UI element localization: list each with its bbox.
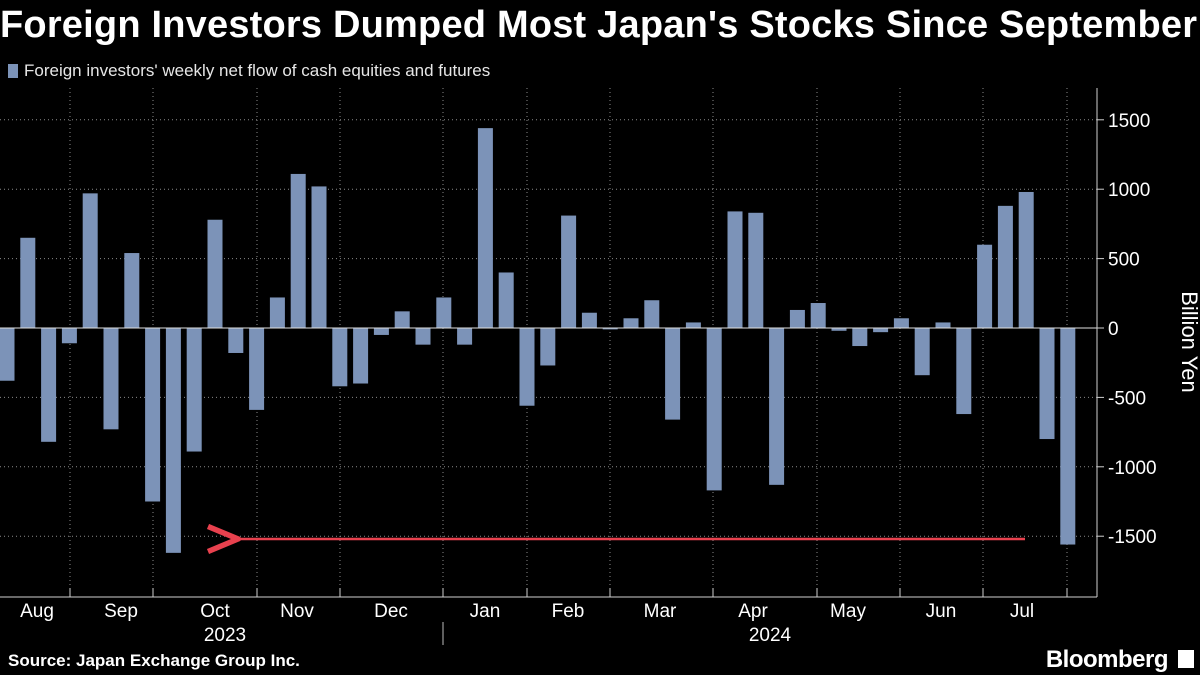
bar (831, 328, 847, 331)
bar (893, 318, 909, 328)
bar (290, 173, 306, 328)
bar (61, 328, 77, 344)
bloomberg-icon (1178, 650, 1194, 668)
bar (228, 328, 244, 353)
bar (977, 244, 993, 328)
bar (956, 328, 972, 415)
bar (82, 193, 98, 328)
source-note: Source: Japan Exchange Group Inc. (8, 651, 300, 670)
x-tick-label: Apr (738, 601, 768, 622)
bar (249, 328, 265, 410)
bar (124, 253, 140, 328)
legend-label: Foreign investors' weekly net flow of ca… (24, 61, 491, 80)
bar (1039, 328, 1055, 440)
bar (20, 237, 36, 328)
bar (165, 328, 181, 553)
bar (0, 328, 15, 381)
bar (581, 312, 597, 328)
bar (769, 328, 785, 485)
bar (332, 328, 348, 387)
bar (644, 300, 660, 328)
bar (436, 297, 452, 328)
x-tick-label: Jun (926, 601, 957, 622)
y-tick-label: 500 (1108, 250, 1140, 271)
bar (311, 186, 327, 328)
bar (145, 328, 161, 502)
x-tick-label: Aug (20, 601, 54, 622)
bar (415, 328, 431, 345)
year-label: 2023 (204, 625, 246, 646)
bar (519, 328, 535, 406)
bar (103, 328, 119, 430)
bar (685, 322, 701, 328)
legend: Foreign investors' weekly net flow of ca… (8, 61, 490, 81)
bar (873, 328, 889, 333)
brand-logo: Bloomberg (1045, 646, 1169, 673)
bar (1060, 328, 1076, 545)
x-tick-label: Jan (470, 601, 501, 622)
bar (789, 309, 805, 328)
x-tick-label: Mar (644, 601, 677, 622)
bar (997, 205, 1013, 328)
bar (665, 328, 681, 420)
bar (353, 328, 369, 384)
bar (914, 328, 930, 376)
bar (810, 303, 826, 328)
y-tick-label: -500 (1108, 388, 1146, 409)
x-tick-label: Oct (200, 601, 230, 622)
bar (602, 328, 618, 330)
y-axis-title: Billion Yen (1177, 291, 1200, 393)
bar (41, 328, 57, 442)
x-tick-label: Jul (1010, 601, 1034, 622)
bar (748, 212, 764, 328)
bar (1018, 191, 1034, 328)
bar (394, 311, 410, 328)
bar (727, 211, 743, 328)
year-label: 2024 (749, 625, 792, 646)
y-tick-label: 0 (1108, 319, 1119, 340)
bar (561, 215, 577, 328)
bar (269, 297, 285, 328)
x-tick-label: Dec (374, 601, 408, 622)
bar (852, 328, 868, 347)
bar (477, 128, 493, 328)
bar (540, 328, 556, 366)
x-tick-label: Nov (280, 601, 314, 622)
legend-swatch (8, 64, 18, 78)
bar (498, 272, 514, 328)
bar (935, 322, 951, 328)
y-tick-label: -1000 (1108, 458, 1157, 479)
y-tick-label: -1500 (1108, 527, 1157, 548)
bar (186, 328, 202, 452)
bar (457, 328, 473, 345)
x-tick-label: Feb (552, 601, 585, 622)
bar (623, 318, 639, 328)
chart-title: Foreign Investors Dumped Most Japan's St… (0, 4, 1198, 46)
bar (373, 328, 389, 335)
x-tick-label: Sep (104, 601, 138, 622)
bar (207, 219, 223, 328)
bar (706, 328, 722, 491)
x-tick-label: May (830, 601, 866, 622)
y-tick-label: 1500 (1108, 111, 1150, 132)
y-tick-label: 1000 (1108, 180, 1150, 201)
